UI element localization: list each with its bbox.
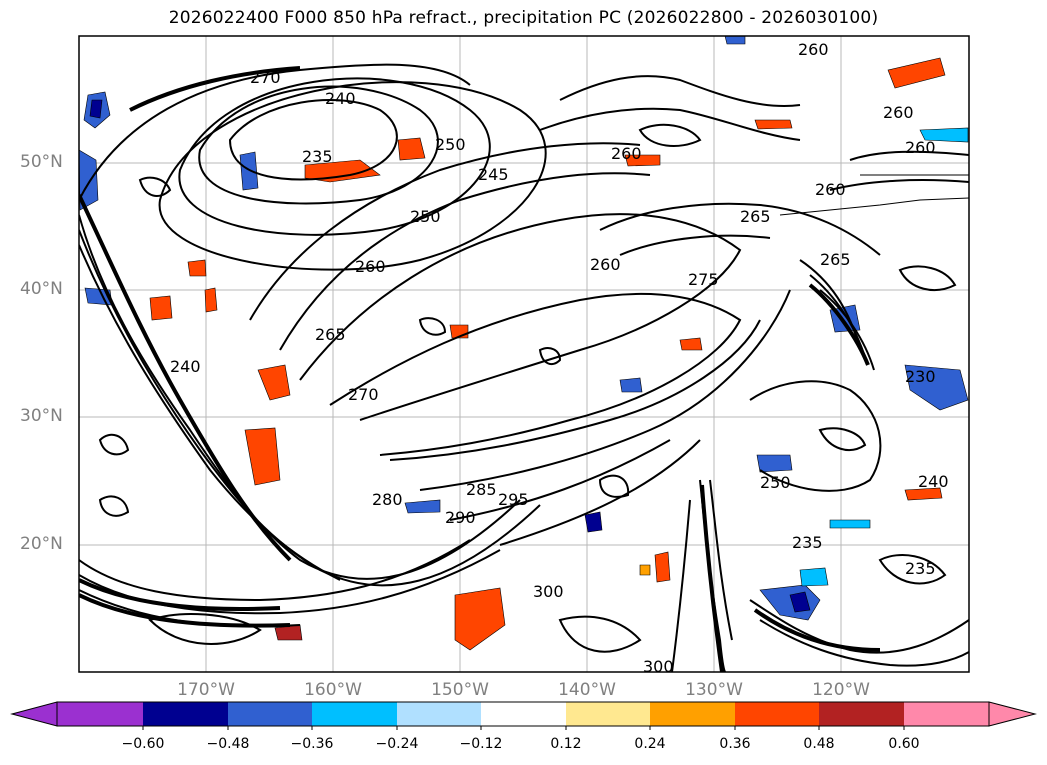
contour-label: 260 <box>798 40 829 59</box>
lon-label-140w: 140°W <box>558 680 616 700</box>
coastline <box>779 174 969 216</box>
colorbar-segment <box>650 702 735 726</box>
graticule <box>79 36 969 672</box>
contour-label: 285 <box>466 480 497 499</box>
contour-label: 235 <box>792 533 823 552</box>
colorbar-tick-label: −0.60 <box>121 736 165 752</box>
colorbar <box>10 701 1037 730</box>
contour-label: 260 <box>590 255 621 274</box>
contour-label: 270 <box>348 385 379 404</box>
colorbar-tick-label: 0.48 <box>803 736 835 752</box>
dense-contour-band <box>79 66 881 672</box>
contour-label: 240 <box>918 472 949 491</box>
colorbar-outline <box>56 701 990 727</box>
contour-label-group: 235 250 245 250 260 265 270 275 260 265 … <box>170 40 949 676</box>
contour-label: 275 <box>688 270 719 289</box>
lon-label-120w: 120°W <box>812 680 870 700</box>
lon-label-170w: 170°W <box>177 680 235 700</box>
contour-label: 245 <box>478 165 509 184</box>
lat-label-50n: 50°N <box>20 152 63 172</box>
lon-label-150w: 150°W <box>431 680 489 700</box>
contour-label: 265 <box>820 250 851 269</box>
map-content: 235 250 245 250 260 265 270 275 260 265 … <box>79 36 969 676</box>
contour-label: 270 <box>250 68 281 87</box>
colorbar-segment <box>228 702 312 726</box>
contour-label: 240 <box>170 357 201 376</box>
colorbar-tick-label: 0.36 <box>719 736 751 752</box>
contour-label: 250 <box>410 207 441 226</box>
colorbar-tick-label: 0.12 <box>550 736 582 752</box>
lon-label-160w: 160°W <box>304 680 362 700</box>
contour-label: 295 <box>498 490 529 509</box>
contour-label: 240 <box>325 89 356 108</box>
contour-label: 300 <box>643 657 674 676</box>
colorbar-tick-label: 0.60 <box>888 736 920 752</box>
colorbar-extend-right <box>988 701 1037 727</box>
colorbar-tick-marks <box>142 726 905 730</box>
contour-label: 250 <box>760 473 791 492</box>
lon-label-130w: 130°W <box>685 680 743 700</box>
colorbar-segment <box>819 702 904 726</box>
lat-label-20n: 20°N <box>20 534 63 554</box>
colorbar-segment <box>904 702 989 726</box>
contour-label: 260 <box>355 257 386 276</box>
contour-label: 235 <box>905 559 936 578</box>
contour-label: 250 <box>435 135 466 154</box>
colorbar-tick-label: −0.36 <box>290 736 334 752</box>
colorbar-segment <box>143 702 228 726</box>
contour-label: 280 <box>372 490 403 509</box>
contour-label: 300 <box>533 582 564 601</box>
colorbar-segment <box>397 702 481 726</box>
contour-label: 260 <box>905 138 936 157</box>
colorbar-segment <box>566 702 650 726</box>
contour-label: 260 <box>611 144 642 163</box>
contour-label: 235 <box>302 147 333 166</box>
map-frame <box>78 35 970 673</box>
colorbar-segment <box>57 702 143 726</box>
colorbar-tick-label: 0.24 <box>634 736 666 752</box>
contour-label: 265 <box>740 207 771 226</box>
contour-label: 260 <box>815 180 846 199</box>
colorbar-segment <box>735 702 819 726</box>
lat-label-30n: 30°N <box>20 406 63 426</box>
precip-patches <box>79 36 969 651</box>
contour-label: 260 <box>883 103 914 122</box>
map-background <box>79 36 969 672</box>
colorbar-segment <box>481 702 566 726</box>
map-title: 2026022400 F000 850 hPa refract., precip… <box>168 8 879 28</box>
lat-label-40n: 40°N <box>20 279 63 299</box>
colorbar-extend-left <box>10 701 58 727</box>
colorbar-segment <box>312 702 397 726</box>
contour-label: 265 <box>315 325 346 344</box>
colorbar-tick-label: −0.24 <box>375 736 419 752</box>
contour-label: 290 <box>445 508 476 527</box>
colorbar-tick-label: −0.48 <box>206 736 250 752</box>
colorbar-tick-label: −0.12 <box>459 736 503 752</box>
contour-label: 230 <box>905 367 936 386</box>
